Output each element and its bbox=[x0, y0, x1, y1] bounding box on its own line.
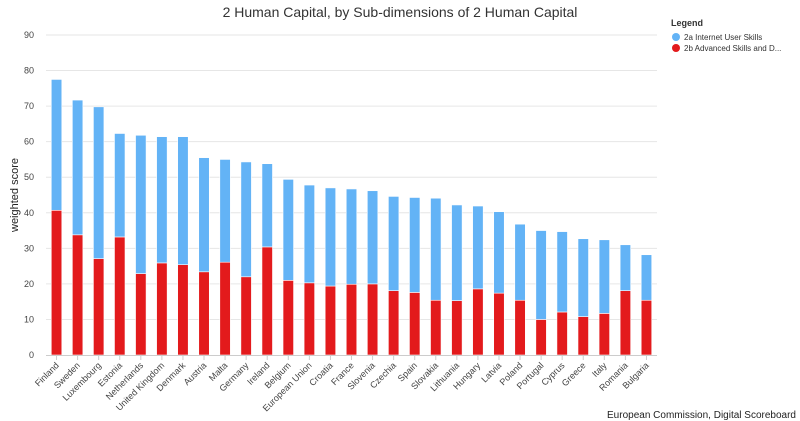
credit-text[interactable]: European Commission, Digital Scoreboard bbox=[607, 410, 796, 421]
x-tick-label: Austria bbox=[182, 360, 209, 387]
bar-advanced-skills[interactable] bbox=[409, 292, 421, 356]
bar-internet-user-skills[interactable] bbox=[409, 197, 421, 293]
bar-advanced-skills[interactable] bbox=[261, 246, 273, 356]
bar-internet-user-skills[interactable] bbox=[261, 163, 273, 248]
y-tick-label: 50 bbox=[24, 172, 34, 182]
bar-internet-user-skills[interactable] bbox=[345, 188, 358, 285]
bar-advanced-skills[interactable] bbox=[345, 283, 358, 356]
legend-item-label[interactable]: 2b Advanced Skills and D... bbox=[684, 44, 781, 53]
bar-advanced-skills[interactable] bbox=[114, 236, 126, 356]
bar-advanced-skills[interactable] bbox=[493, 292, 505, 356]
bar-advanced-skills[interactable] bbox=[535, 319, 547, 356]
bar-advanced-skills[interactable] bbox=[430, 299, 442, 356]
y-tick-label: 60 bbox=[24, 137, 34, 147]
bar-advanced-skills[interactable] bbox=[514, 299, 526, 356]
bar-internet-user-skills[interactable] bbox=[282, 179, 294, 281]
bar-advanced-skills[interactable] bbox=[619, 290, 631, 356]
bar-advanced-skills[interactable] bbox=[472, 288, 484, 356]
y-tick-label: 30 bbox=[24, 243, 34, 253]
bar-internet-user-skills[interactable] bbox=[72, 99, 84, 236]
bar-internet-user-skills[interactable] bbox=[577, 238, 589, 317]
bar-advanced-skills[interactable] bbox=[556, 311, 568, 356]
bar-internet-user-skills[interactable] bbox=[388, 196, 400, 291]
bar-advanced-skills[interactable] bbox=[388, 290, 400, 356]
bar-advanced-skills[interactable] bbox=[156, 262, 168, 356]
bar-advanced-skills[interactable] bbox=[177, 264, 189, 356]
bar-internet-user-skills[interactable] bbox=[177, 136, 189, 265]
bar-advanced-skills[interactable] bbox=[198, 271, 210, 356]
bar-advanced-skills[interactable] bbox=[282, 280, 294, 356]
x-tick-label: Greece bbox=[560, 360, 588, 388]
y-tick-label: 70 bbox=[24, 101, 34, 111]
bar-internet-user-skills[interactable] bbox=[114, 133, 126, 238]
bar-advanced-skills[interactable] bbox=[640, 299, 653, 356]
bar-internet-user-skills[interactable] bbox=[324, 187, 336, 287]
legend-item-label[interactable]: 2a Internet User Skills bbox=[684, 33, 762, 42]
bar-advanced-skills[interactable] bbox=[93, 258, 105, 356]
bar-internet-user-skills[interactable] bbox=[535, 230, 547, 320]
bar-advanced-skills[interactable] bbox=[72, 234, 84, 356]
bar-internet-user-skills[interactable] bbox=[367, 190, 379, 285]
legend-swatch[interactable] bbox=[672, 44, 680, 52]
bar-internet-user-skills[interactable] bbox=[514, 223, 526, 301]
bar-internet-user-skills[interactable] bbox=[619, 244, 631, 291]
bar-internet-user-skills[interactable] bbox=[198, 157, 210, 273]
gridlines bbox=[46, 34, 657, 320]
bar-internet-user-skills[interactable] bbox=[93, 106, 105, 259]
x-tick-label: Croatia bbox=[307, 360, 335, 388]
bar-advanced-skills[interactable] bbox=[219, 261, 231, 356]
y-tick-label: 10 bbox=[24, 314, 34, 324]
bars bbox=[50, 79, 653, 356]
bar-advanced-skills[interactable] bbox=[451, 300, 463, 356]
bar-advanced-skills[interactable] bbox=[577, 316, 589, 356]
bar-internet-user-skills[interactable] bbox=[598, 239, 610, 314]
bar-internet-user-skills[interactable] bbox=[240, 161, 252, 278]
bar-advanced-skills[interactable] bbox=[367, 283, 379, 356]
bar-internet-user-skills[interactable] bbox=[493, 211, 505, 294]
bar-advanced-skills[interactable] bbox=[303, 282, 315, 356]
bar-advanced-skills[interactable] bbox=[50, 209, 63, 356]
bar-internet-user-skills[interactable] bbox=[640, 254, 653, 301]
bar-internet-user-skills[interactable] bbox=[430, 197, 442, 301]
bar-internet-user-skills[interactable] bbox=[219, 159, 231, 263]
y-tick-label: 80 bbox=[24, 66, 34, 76]
y-tick-label: 0 bbox=[29, 350, 34, 360]
legend-title: Legend bbox=[671, 18, 703, 28]
bar-internet-user-skills[interactable] bbox=[556, 231, 568, 313]
bar-advanced-skills[interactable] bbox=[324, 285, 336, 356]
legend-swatch[interactable] bbox=[672, 33, 680, 41]
bar-internet-user-skills[interactable] bbox=[451, 204, 463, 301]
bar-internet-user-skills[interactable] bbox=[135, 134, 147, 274]
y-tick-label: 90 bbox=[24, 30, 34, 40]
bar-advanced-skills[interactable] bbox=[598, 313, 610, 356]
bar-advanced-skills[interactable] bbox=[135, 273, 147, 356]
y-axis-label: weighted score bbox=[9, 158, 21, 233]
legend: Legend 2a Internet User Skills 2b Advance… bbox=[671, 18, 781, 53]
y-tick-label: 40 bbox=[24, 208, 34, 218]
y-axis-ticks: 0 10 20 30 40 50 60 70 80 90 bbox=[24, 30, 34, 360]
bar-internet-user-skills[interactable] bbox=[156, 136, 168, 264]
bar-advanced-skills[interactable] bbox=[240, 276, 252, 356]
x-axis-ticks: FinlandSwedenLuxembourgEstoniaNetherland… bbox=[33, 355, 651, 413]
y-tick-label: 20 bbox=[24, 279, 34, 289]
bar-internet-user-skills[interactable] bbox=[50, 79, 63, 211]
chart-title: 2 Human Capital, by Sub-dimensions of 2 … bbox=[223, 4, 578, 20]
bar-internet-user-skills[interactable] bbox=[472, 205, 484, 290]
bar-internet-user-skills[interactable] bbox=[303, 184, 315, 284]
